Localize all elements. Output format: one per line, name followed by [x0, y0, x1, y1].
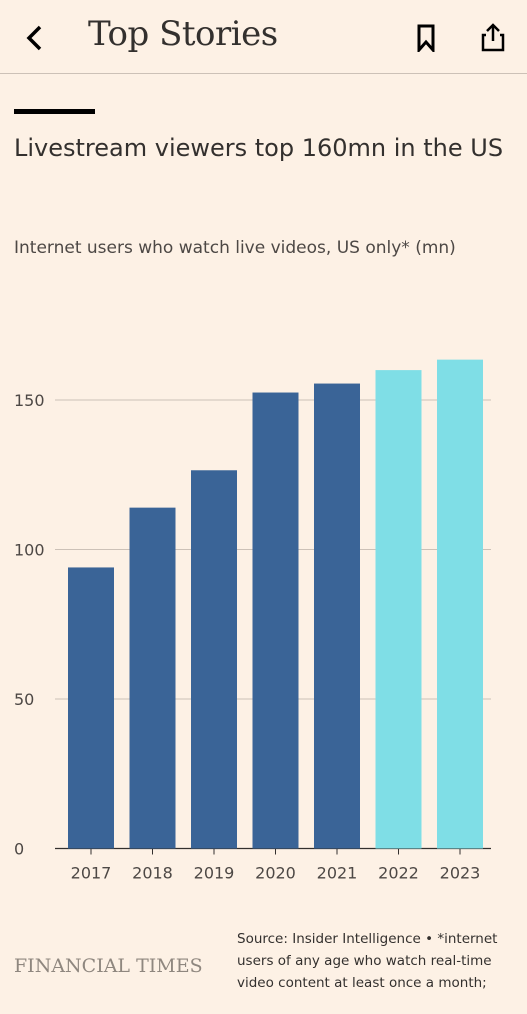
x-tick-label: 2019 [194, 864, 235, 883]
page-title: Top Stories [88, 14, 278, 54]
x-tick-label: 2021 [317, 864, 358, 883]
share-button[interactable] [478, 20, 508, 54]
x-tick-label: 2018 [132, 864, 173, 883]
bar [314, 383, 360, 849]
share-icon [481, 23, 505, 52]
bar [437, 359, 483, 849]
x-tick-label: 2020 [255, 864, 296, 883]
chart-subtitle: Internet users who watch live videos, US… [14, 238, 456, 258]
y-tick-label: 0 [14, 840, 24, 859]
accent-rule [14, 109, 95, 114]
back-button[interactable] [20, 22, 50, 54]
chevron-left-icon [26, 25, 42, 51]
x-tick-label: 2022 [378, 864, 419, 883]
y-tick-label: 100 [14, 541, 45, 560]
x-tick-label: 2023 [440, 864, 481, 883]
chart-title: Livestream viewers top 160mn in the US [14, 134, 504, 162]
financial-times-logo: FINANCIAL TIMES [14, 955, 203, 977]
bar [191, 470, 237, 849]
x-tick-label: 2017 [71, 864, 112, 883]
app-header: Top Stories [0, 0, 527, 74]
y-tick-label: 150 [14, 391, 45, 410]
bar [252, 392, 299, 849]
bar-chart: 0 50 100 150 2017 2018 2019 2020 2021 2022 2023 [14, 359, 491, 883]
bookmark-button[interactable] [413, 22, 439, 54]
y-tick-label: 50 [14, 690, 34, 709]
bookmark-icon [417, 24, 435, 52]
source-note: Source: Insider Intelligence • *internet… [237, 931, 498, 991]
bar [129, 507, 176, 849]
bar [375, 370, 422, 849]
bar [68, 567, 114, 849]
